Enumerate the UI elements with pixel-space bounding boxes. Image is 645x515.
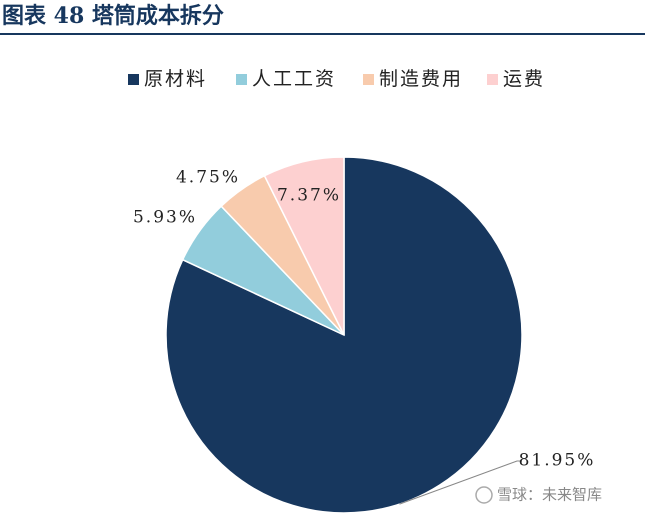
legend-swatch: [236, 74, 247, 85]
legend-label: 运费: [503, 68, 545, 90]
data-label: 7.37%: [277, 186, 341, 206]
legend-swatch: [487, 74, 498, 85]
legend-swatch: [363, 74, 374, 85]
pie-slice: [263, 156, 345, 336]
legend-label: 原材料: [144, 68, 207, 90]
legend-label: 人工工资: [252, 68, 336, 90]
legend-swatch: [128, 74, 139, 85]
pie-slice: [165, 156, 523, 514]
watermark: 雪球：未来智库: [497, 486, 602, 504]
data-label: 4.75%: [176, 168, 240, 188]
chart-title: 图表 48 塔筒成本拆分: [2, 3, 224, 29]
data-label: 81.95%: [519, 451, 596, 471]
watermark-icon: [475, 486, 493, 504]
legend-label: 制造费用: [379, 68, 463, 90]
data-label: 5.93%: [133, 208, 197, 228]
leader-line: [399, 460, 522, 505]
